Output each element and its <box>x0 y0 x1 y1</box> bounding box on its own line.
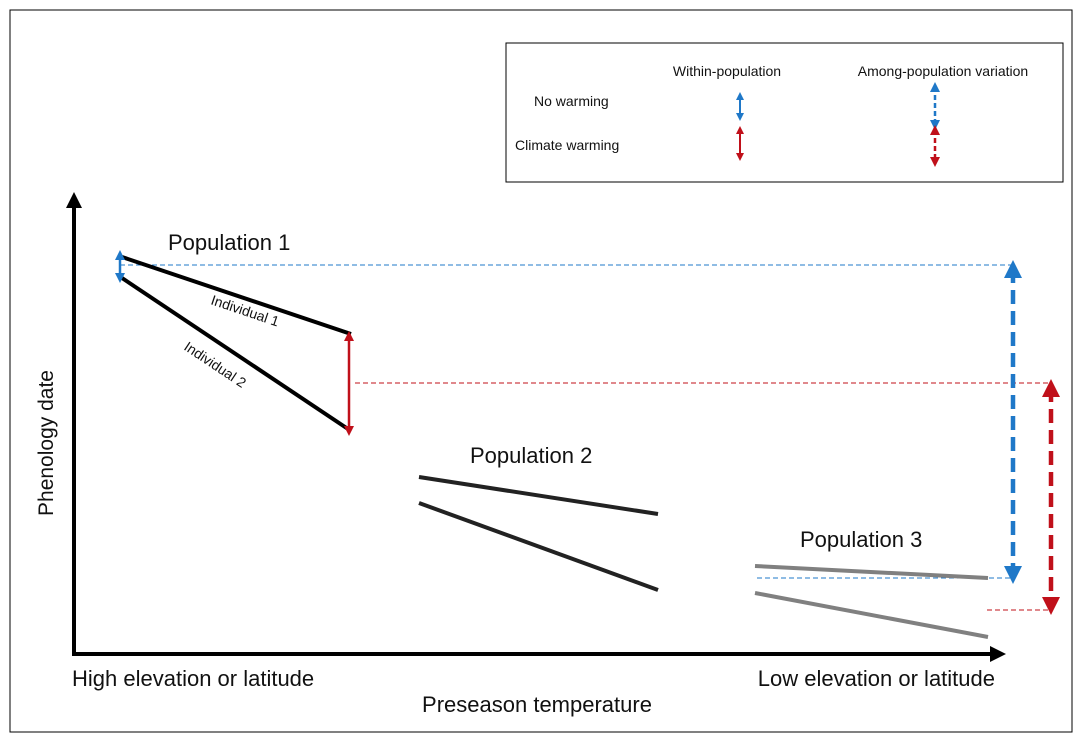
legend-col-within: Within-population <box>673 63 781 79</box>
x-axis-label: Preseason temperature <box>422 692 652 717</box>
individual-1-line <box>118 254 352 336</box>
population-3-upper-line <box>754 564 989 580</box>
legend-row-no-warming: No warming <box>534 93 609 109</box>
x-axis-right-label: Low elevation or latitude <box>758 666 995 691</box>
population-3: Population 3 <box>754 527 989 639</box>
population-2-lower-line <box>418 501 659 592</box>
figure-border <box>9 9 1073 733</box>
legend-col-among: Among-population variation <box>858 63 1028 79</box>
y-axis-label: Phenology date <box>35 370 58 516</box>
population-1-label: Population 1 <box>168 230 290 255</box>
population-3-label: Population 3 <box>800 527 922 552</box>
legend-box <box>505 42 1064 183</box>
population-1: Population 1 Individual 1 Individual 2 <box>115 230 354 436</box>
x-axis-left-label: High elevation or latitude <box>72 666 314 691</box>
population-2-upper-line <box>418 475 659 516</box>
legend-row-climate-warming: Climate warming <box>515 137 619 153</box>
individual-2-line <box>117 274 353 433</box>
population-2: Population 2 <box>418 443 659 592</box>
population-3-lower-line <box>754 591 989 639</box>
individual-2-label: Individual 2 <box>181 338 249 391</box>
population-2-label: Population 2 <box>470 443 592 468</box>
legend: Within-population Among-population varia… <box>505 42 1064 183</box>
